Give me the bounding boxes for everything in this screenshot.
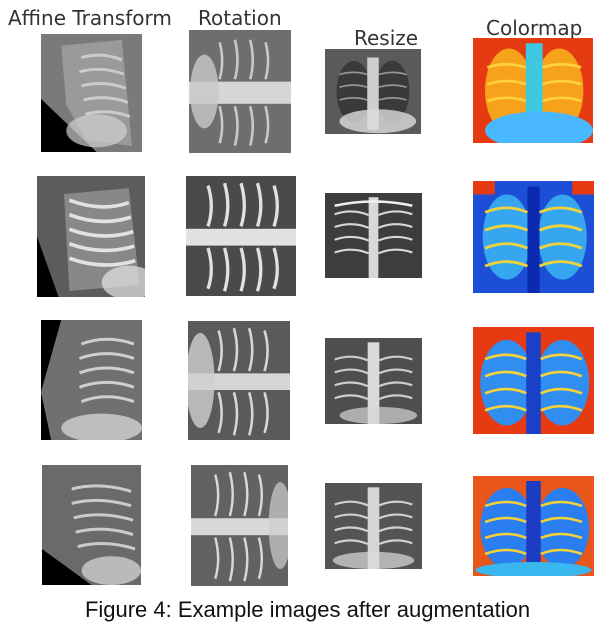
column-title-affine-transform: Affine Transform (8, 6, 172, 30)
xray-rotation-row-4 (191, 465, 288, 586)
figure-caption: Figure 4: Example images after augmentat… (84, 597, 531, 622)
xray-affine-row-1 (41, 34, 142, 152)
xray-rotation-row-3 (188, 321, 290, 440)
column-title-rotation: Rotation (198, 6, 282, 30)
xray-affine-row-2 (37, 176, 145, 297)
xray-colormap-row-1 (473, 38, 593, 143)
xray-resize-row-4 (325, 483, 422, 569)
xray-colormap-row-4 (473, 476, 594, 576)
xray-rotation-row-2 (186, 176, 296, 296)
column-title-colormap: Colormap (486, 16, 583, 40)
xray-resize-row-1 (325, 49, 421, 134)
xray-affine-row-3 (41, 320, 142, 440)
column-title-resize: Resize (354, 26, 419, 50)
xray-resize-row-3 (325, 338, 422, 424)
xray-resize-row-2 (325, 193, 422, 278)
xray-rotation-row-1 (189, 30, 291, 153)
xray-colormap-row-2 (473, 181, 594, 293)
xray-affine-row-4 (42, 465, 141, 585)
xray-colormap-row-3 (473, 327, 594, 434)
